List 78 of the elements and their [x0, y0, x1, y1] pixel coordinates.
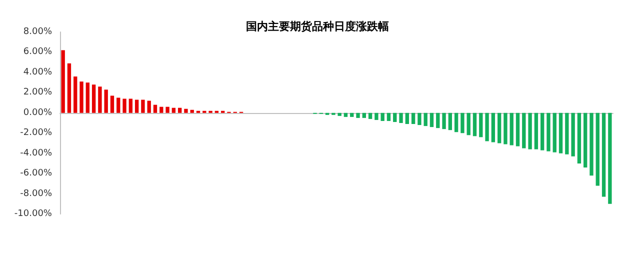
y-tick-label: -6.00%	[20, 168, 52, 179]
y-tick-label: 2.00%	[23, 88, 52, 98]
bar	[558, 112, 563, 154]
y-tick-label: 6.00%	[23, 47, 52, 58]
bar	[184, 108, 188, 113]
bar	[516, 112, 520, 146]
bar	[399, 112, 403, 123]
bar	[80, 82, 84, 113]
y-tick-label: 4.00%	[23, 67, 52, 78]
bar	[160, 106, 164, 113]
bar	[122, 98, 126, 113]
y-tick-label: -10.00%	[14, 209, 52, 219]
bar	[380, 112, 384, 121]
bar	[540, 112, 544, 150]
bar	[602, 112, 606, 197]
bar	[546, 112, 550, 152]
bar	[190, 110, 194, 113]
y-tick-label: -2.00%	[20, 128, 52, 138]
bar	[528, 112, 532, 150]
bar	[153, 104, 158, 113]
bar	[116, 98, 120, 113]
bar	[436, 112, 440, 128]
bar	[338, 112, 342, 116]
y-tick-label: -8.00%	[20, 188, 52, 199]
bar	[393, 112, 397, 122]
bar	[178, 108, 182, 113]
bar	[466, 112, 470, 136]
chart-title: 国内主要期货品种日度涨跌幅	[246, 20, 389, 33]
bar	[98, 86, 102, 113]
bar	[430, 112, 434, 128]
bar	[92, 84, 96, 113]
y-tick-label: 8.00%	[23, 27, 52, 37]
bar	[584, 112, 588, 168]
bar	[510, 112, 514, 146]
bar	[442, 112, 446, 130]
bar	[504, 112, 508, 144]
bar	[411, 112, 416, 124]
bar	[141, 100, 145, 113]
bar	[571, 112, 575, 156]
bar	[552, 112, 556, 152]
bar	[356, 112, 360, 118]
bar	[448, 112, 452, 130]
y-tick-label: -4.00%	[20, 148, 52, 158]
bar	[104, 90, 108, 113]
bar	[608, 112, 612, 204]
bar	[368, 112, 372, 119]
bar	[424, 112, 428, 126]
bar	[86, 82, 90, 113]
bar	[147, 100, 151, 113]
bar	[172, 108, 176, 113]
bar	[74, 76, 78, 113]
bar	[405, 112, 410, 124]
bar	[590, 112, 594, 176]
bar	[418, 112, 422, 126]
bar	[472, 112, 477, 136]
bar	[67, 63, 72, 113]
bar	[491, 112, 496, 142]
bar	[386, 112, 391, 121]
bar	[596, 112, 600, 186]
bar	[350, 112, 354, 117]
bar	[454, 112, 458, 132]
bar	[374, 112, 378, 120]
bar	[61, 50, 65, 113]
bar	[344, 112, 348, 117]
y-tick-label: 0.00%	[23, 108, 52, 118]
bar	[110, 96, 114, 113]
bar	[497, 112, 502, 144]
bar	[134, 100, 139, 113]
bar	[166, 106, 170, 113]
bar	[577, 112, 582, 164]
bar	[479, 112, 483, 138]
bar	[362, 112, 366, 118]
bar	[534, 112, 538, 150]
bar	[460, 112, 464, 134]
bar	[128, 98, 133, 113]
bar	[565, 112, 569, 154]
bar	[522, 112, 526, 148]
bar	[485, 112, 489, 142]
